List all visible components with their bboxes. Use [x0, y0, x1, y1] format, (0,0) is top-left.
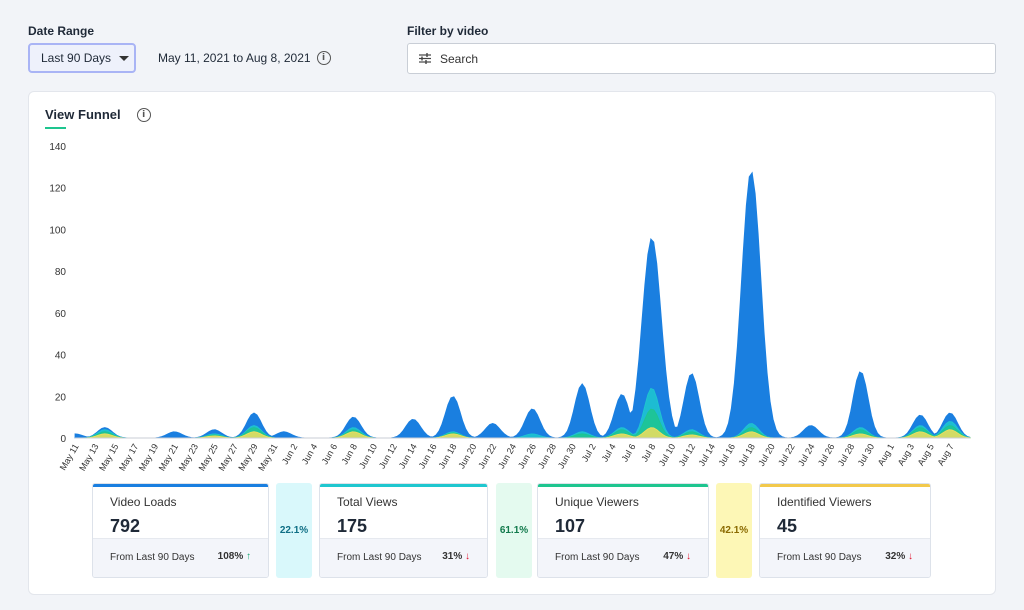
stat-footer: From Last 90 Days 32% ↓	[760, 538, 930, 577]
conversion-rate-3: 42.1%	[716, 483, 752, 578]
stat-accent-bar	[93, 484, 268, 487]
x-tick-label: Jun 2	[280, 442, 300, 466]
x-tick-label: Jun 30	[556, 442, 578, 470]
chevron-down-icon	[119, 55, 130, 61]
x-tick-label: Jun 8	[340, 442, 360, 466]
stat-change-value: 47%	[663, 551, 684, 562]
stat-period: From Last 90 Days	[110, 552, 195, 563]
filter-label: Filter by video	[407, 24, 489, 38]
y-tick-label: 0	[60, 434, 66, 445]
x-tick-label: Jun 6	[320, 442, 340, 466]
stat-card-identified-viewers[interactable]: Identified Viewers 45 From Last 90 Days …	[759, 483, 931, 578]
x-tick-label: Jul 8	[639, 442, 657, 463]
x-tick-label: Jun 28	[536, 442, 558, 470]
title-underline	[45, 127, 66, 129]
y-tick-label: 140	[49, 142, 66, 153]
info-icon[interactable]: i	[316, 51, 331, 65]
stat-change: 108% ↑	[218, 551, 251, 562]
x-tick-label: Jul 20	[756, 442, 777, 468]
stat-value: 175	[337, 516, 368, 536]
y-tick-label: 120	[49, 184, 66, 195]
arrow-down-icon: ↓	[908, 551, 913, 562]
stat-change-value: 32%	[885, 551, 906, 562]
x-tick-label: Jul 4	[600, 442, 618, 463]
x-tick-label: Jul 30	[856, 442, 877, 468]
stat-footer: From Last 90 Days 47% ↓	[538, 538, 708, 577]
stat-value: 107	[555, 516, 586, 536]
info-icon[interactable]: i	[136, 107, 151, 122]
x-tick-label: Jul 14	[697, 442, 718, 468]
stat-change-value: 108%	[217, 551, 244, 562]
stat-period: From Last 90 Days	[777, 552, 862, 563]
date-range-dropdown[interactable]: Last 90 Days	[28, 43, 136, 73]
arrow-down-icon: ↓	[686, 551, 691, 562]
arrow-down-icon: ↓	[465, 551, 470, 562]
view-funnel-title: View Funnel i	[45, 107, 151, 122]
conversion-rate-2: 61.1%	[496, 483, 532, 578]
x-tick-label: Jun 14	[397, 442, 419, 470]
stat-name: Video Loads	[110, 495, 177, 509]
view-funnel-title-text: View Funnel	[45, 107, 121, 122]
x-tick-label: Jun 16	[417, 442, 439, 470]
date-range-selected: Last 90 Days	[41, 51, 112, 65]
stat-value: 45	[777, 516, 798, 536]
conversion-rate-1: 22.1%	[276, 483, 312, 578]
stat-card-total-views[interactable]: Total Views 175 From Last 90 Days 31% ↓	[319, 483, 488, 578]
x-tick-label: Jul 18	[736, 442, 757, 468]
x-tick-label: Jun 12	[377, 442, 399, 470]
y-tick-label: 100	[49, 225, 66, 236]
stat-value: 792	[110, 516, 141, 536]
stat-change-value: 31%	[442, 551, 463, 562]
stat-period: From Last 90 Days	[555, 552, 640, 563]
x-tick-label: Jun 26	[516, 442, 538, 470]
y-tick-label: 40	[55, 351, 67, 362]
stat-change: 31% ↓	[442, 551, 470, 562]
y-tick-label: 20	[55, 392, 67, 403]
x-tick-label: Jul 22	[776, 442, 797, 468]
x-tick-label: Aug 5	[916, 442, 936, 467]
x-tick-label: Jul 10	[657, 442, 678, 468]
search-input[interactable]: Search	[407, 43, 996, 74]
date-range-text: May 11, 2021 to Aug 8, 2021	[158, 51, 311, 65]
x-tick-label: Aug 3	[896, 442, 916, 467]
stat-change: 32% ↓	[885, 551, 913, 562]
area-series-video-loads[interactable]	[74, 171, 971, 439]
x-tick-label: Aug 7	[935, 442, 955, 467]
stat-card-unique-viewers[interactable]: Unique Viewers 107 From Last 90 Days 47%…	[537, 483, 709, 578]
stat-accent-bar	[320, 484, 487, 487]
x-tick-label: Jun 24	[496, 442, 518, 470]
x-tick-label: Jul 26	[816, 442, 837, 468]
arrow-up-icon: ↑	[246, 551, 251, 562]
stat-footer: From Last 90 Days 31% ↓	[320, 538, 487, 577]
stat-name: Unique Viewers	[555, 495, 639, 509]
date-range-text-group: May 11, 2021 to Aug 8, 2021 i	[158, 51, 331, 65]
y-tick-label: 60	[55, 309, 67, 320]
x-tick-label: Jul 6	[619, 442, 637, 463]
search-placeholder: Search	[440, 51, 479, 66]
stat-change: 47% ↓	[663, 551, 691, 562]
date-range-label: Date Range	[28, 24, 95, 38]
x-tick-label: Jun 18	[436, 442, 458, 470]
stat-accent-bar	[538, 484, 708, 487]
x-tick-label: Jul 24	[796, 442, 817, 468]
filter-sliders-icon	[419, 53, 431, 64]
x-tick-label: Jul 28	[836, 442, 857, 468]
y-tick-label: 80	[55, 267, 67, 278]
stat-period: From Last 90 Days	[337, 552, 422, 563]
stat-name: Total Views	[337, 495, 398, 509]
x-tick-label: May 31	[256, 442, 279, 473]
x-tick-label: Jul 12	[677, 442, 698, 468]
x-tick-label: Jul 16	[716, 442, 737, 468]
stat-footer: From Last 90 Days 108% ↑	[93, 538, 268, 577]
x-tick-label: Jun 10	[357, 442, 379, 470]
x-tick-label: Jun 22	[476, 442, 498, 470]
x-tick-label: Aug 1	[876, 442, 896, 467]
stat-card-video-loads[interactable]: Video Loads 792 From Last 90 Days 108% ↑	[92, 483, 269, 578]
stat-name: Identified Viewers	[777, 495, 872, 509]
x-tick-label: Jun 20	[456, 442, 478, 470]
x-tick-label: Jun 4	[300, 442, 320, 466]
stat-accent-bar	[760, 484, 930, 487]
x-tick-label: Jul 2	[580, 442, 598, 463]
